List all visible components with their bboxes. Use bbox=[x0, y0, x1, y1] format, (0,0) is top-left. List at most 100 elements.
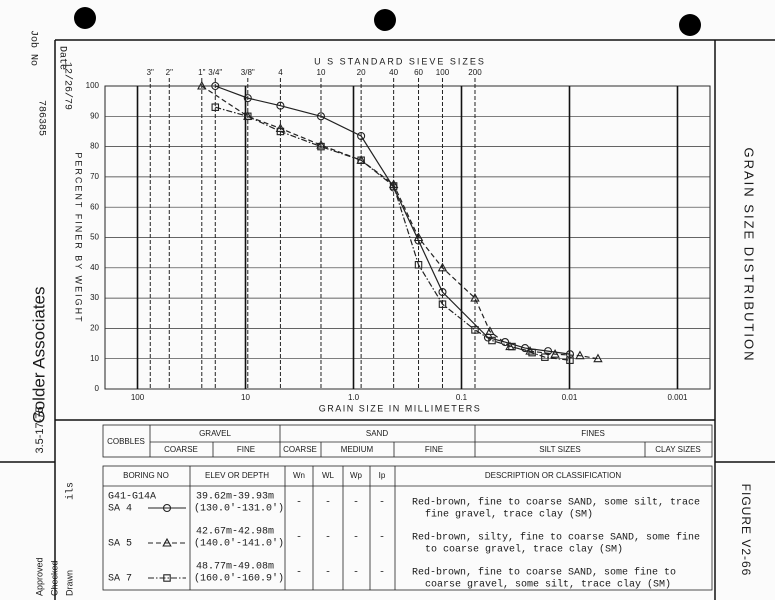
data-point bbox=[316, 139, 326, 149]
table-header: Ip bbox=[379, 471, 386, 480]
data-point bbox=[575, 350, 585, 360]
data-point bbox=[525, 345, 535, 355]
job-label: Job No bbox=[27, 30, 39, 66]
sieve-label: 60 bbox=[414, 68, 423, 77]
x-tick-label: 0.1 bbox=[456, 393, 468, 402]
table-cell: - bbox=[379, 498, 385, 509]
x-axis-title: GRAIN SIZE IN MILLIMETERS bbox=[319, 403, 482, 413]
data-point bbox=[593, 353, 603, 363]
data-point bbox=[413, 232, 424, 242]
data-point bbox=[488, 336, 496, 345]
data-point bbox=[508, 342, 516, 351]
gravel: GRAVEL bbox=[199, 429, 231, 438]
description: fine gravel, trace clay (SM) bbox=[425, 509, 593, 521]
description: Red-brown, fine to coarse SAND, some sil… bbox=[412, 497, 700, 509]
sieve-label: 100 bbox=[436, 68, 450, 77]
y-tick-label: 0 bbox=[95, 384, 100, 393]
data-point bbox=[243, 94, 252, 103]
table-cell: - bbox=[353, 568, 359, 579]
fines: FINES bbox=[581, 429, 605, 438]
sand-medium: MEDIUM bbox=[341, 445, 374, 454]
clay-sizes: CLAY SIZES bbox=[655, 445, 701, 454]
sieve-label: 3/4" bbox=[208, 68, 222, 77]
description: to coarse gravel, trace clay (SM) bbox=[425, 544, 623, 556]
silt-sizes: SILT SIZES bbox=[539, 445, 581, 454]
data-point bbox=[357, 131, 366, 141]
data-point bbox=[485, 326, 495, 335]
sieve-label: 2" bbox=[166, 68, 173, 77]
y-axis-title: PERCENT FINER BY WEIGHT bbox=[74, 152, 84, 323]
data-point bbox=[389, 182, 398, 190]
drawn: ils bbox=[65, 482, 77, 500]
sieve-label: 3/8" bbox=[241, 68, 255, 77]
description: Red-brown, silty, fine to coarse SAND, s… bbox=[412, 532, 700, 544]
sieve-label: 3" bbox=[147, 68, 154, 77]
table-cell: - bbox=[379, 568, 385, 579]
data-point bbox=[566, 356, 574, 364]
sieve-label: 20 bbox=[357, 68, 366, 77]
data-point bbox=[317, 142, 325, 151]
table-header: WL bbox=[322, 471, 335, 480]
data-point bbox=[316, 112, 326, 121]
date-label: Date bbox=[56, 46, 67, 70]
sieve-label: 40 bbox=[389, 68, 398, 77]
table-cell: - bbox=[296, 533, 302, 544]
data-point bbox=[437, 262, 448, 272]
data-point bbox=[550, 349, 560, 358]
sieve-label: 200 bbox=[468, 68, 482, 77]
classification-grid bbox=[102, 424, 713, 458]
gravel-coarse: COARSE bbox=[164, 445, 198, 454]
gravel-fine: FINE bbox=[237, 445, 255, 454]
table-cell: - bbox=[325, 533, 331, 544]
y-tick-label: 80 bbox=[90, 142, 99, 151]
checked-label: Checked bbox=[49, 560, 59, 596]
figure-title: GRAIN SIZE DISTRIBUTION bbox=[742, 147, 757, 362]
legend-marker bbox=[163, 574, 171, 582]
data-point bbox=[197, 80, 207, 90]
elevation: 48.77m-49.08m bbox=[196, 562, 274, 573]
data-point bbox=[211, 103, 220, 111]
data-point bbox=[471, 326, 479, 334]
sieve-label: 10 bbox=[317, 68, 326, 77]
table-header: DESCRIPTION OR CLASSIFICATION bbox=[485, 471, 622, 480]
data-point bbox=[276, 101, 285, 110]
table-cell: - bbox=[296, 568, 302, 579]
table-cell: - bbox=[325, 498, 331, 509]
data-point bbox=[528, 348, 536, 357]
data-point bbox=[520, 344, 530, 353]
data-point bbox=[357, 156, 365, 164]
elevation: 42.67m-42.98m bbox=[196, 527, 274, 538]
y-tick-label: 30 bbox=[90, 293, 99, 302]
elevation: 39.62m-39.93m bbox=[196, 492, 274, 503]
description: coarse gravel, some silt, trace clay (SM… bbox=[425, 579, 671, 591]
legend-marker bbox=[162, 503, 172, 513]
sand-fine: FINE bbox=[425, 445, 443, 454]
depth: (130.0'-131.0') bbox=[194, 503, 284, 515]
table-cell: - bbox=[379, 533, 385, 544]
x-tick-label: 0.001 bbox=[667, 393, 688, 402]
date: 12/26/79 bbox=[61, 62, 73, 110]
sand: SAND bbox=[366, 429, 388, 438]
legend-marker bbox=[162, 537, 172, 547]
table-cell: - bbox=[325, 568, 331, 579]
data-point bbox=[414, 261, 423, 269]
data-point bbox=[276, 127, 285, 136]
boring-name: SA 4 bbox=[108, 504, 132, 515]
job-number: 786385 bbox=[35, 100, 46, 136]
boring-grid bbox=[102, 465, 713, 591]
data-point bbox=[541, 353, 549, 361]
table-cell: - bbox=[353, 533, 359, 544]
x-tick-label: 1.0 bbox=[348, 393, 360, 402]
approved-label: Approved bbox=[34, 557, 44, 596]
table-header: ELEV OR DEPTH bbox=[205, 471, 269, 480]
depth: (140.0'-141.0') bbox=[194, 538, 284, 550]
y-tick-label: 20 bbox=[90, 324, 99, 333]
x-tick-label: 10 bbox=[241, 393, 250, 402]
table-header: BORING NO bbox=[123, 471, 169, 480]
data-point bbox=[244, 112, 252, 121]
table-header: Wn bbox=[293, 471, 305, 480]
punch-hole bbox=[679, 14, 701, 36]
sieve-label: 1" bbox=[198, 68, 205, 77]
data-point bbox=[565, 350, 575, 359]
drawn-label: Drawn bbox=[64, 570, 74, 596]
